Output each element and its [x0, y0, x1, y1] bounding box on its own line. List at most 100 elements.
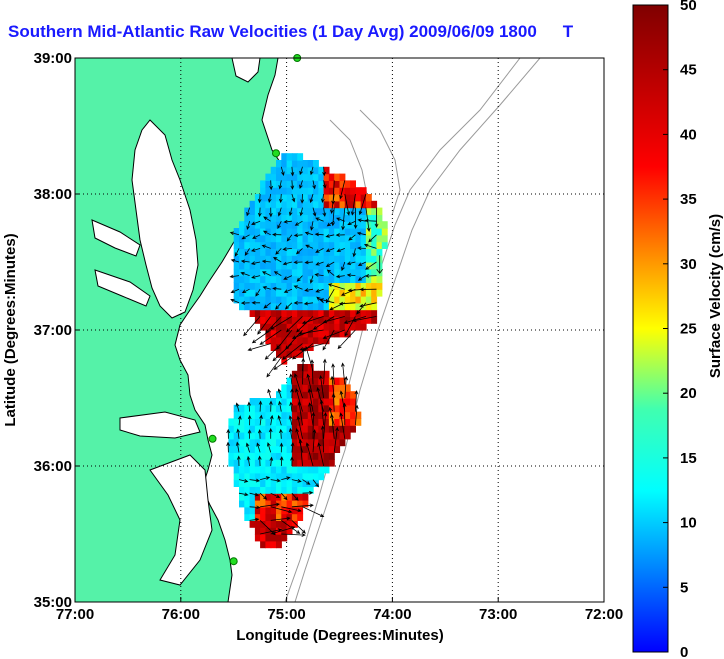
velocity-arrow [325, 261, 335, 267]
velocity-cell [313, 268, 319, 277]
velocity-cell [365, 200, 372, 209]
velocity-cell [350, 228, 356, 236]
velocity-cell [334, 248, 341, 256]
velocity-cell [265, 194, 272, 202]
velocity-cell [270, 214, 277, 222]
velocity-cell [313, 438, 319, 447]
velocity-arrow [279, 193, 283, 204]
velocity-cell [307, 207, 314, 215]
velocity-cell [371, 207, 378, 215]
velocity-arrow [286, 316, 303, 333]
velocity-arrow [295, 427, 303, 453]
velocity-cell [360, 214, 367, 222]
velocity-cell [323, 228, 330, 236]
velocity-cell [313, 452, 319, 460]
velocity-cell [281, 432, 288, 440]
velocity-cell [260, 425, 266, 433]
velocity-cell [323, 194, 330, 202]
velocity-cell [265, 438, 272, 447]
velocity-cell [318, 445, 325, 453]
velocity-cell [249, 268, 256, 277]
velocity-arrow [359, 302, 377, 308]
velocity-cell [334, 282, 341, 290]
velocity-arrow [257, 207, 262, 218]
velocity-cell [270, 404, 277, 413]
velocity-cell [276, 479, 282, 487]
velocity-cell [270, 452, 277, 460]
velocity-arrow [358, 193, 367, 216]
velocity-arrow [282, 247, 292, 251]
velocity-cell [254, 309, 261, 317]
velocity-cell [239, 296, 245, 304]
velocity-arrow [247, 429, 252, 439]
velocity-cell [318, 391, 325, 399]
velocity-arrow [268, 427, 273, 439]
velocity-cell [260, 194, 266, 202]
velocity-cell [286, 255, 293, 263]
velocity-cell [339, 248, 346, 256]
velocity-cell [350, 187, 356, 195]
velocity-arrow [303, 301, 314, 306]
velocity-cell [328, 296, 335, 304]
velocity-arrow [331, 363, 335, 385]
velocity-cell [291, 214, 298, 222]
velocity-cell [254, 296, 261, 304]
velocity-cell [276, 404, 282, 413]
velocity-cell [233, 268, 240, 277]
velocity-cell [244, 452, 251, 460]
velocity-cell [334, 275, 341, 283]
velocity-cell [328, 282, 335, 290]
velocity-arrow [267, 442, 272, 453]
velocity-cell [265, 425, 272, 433]
velocity-cell [281, 459, 288, 467]
velocity-cell [233, 228, 240, 236]
velocity-cell [270, 506, 277, 515]
velocity-arrow [263, 216, 271, 222]
velocity-cell [307, 282, 314, 290]
velocity-cell [339, 214, 346, 222]
velocity-cell [286, 248, 293, 256]
velocity-arrow [305, 244, 314, 249]
velocity-cell [265, 309, 272, 317]
velocity-arrow [363, 243, 377, 249]
velocity-arrow [304, 231, 314, 236]
velocity-cell [328, 309, 335, 317]
velocity-cell [270, 336, 277, 345]
velocity-cell [276, 411, 282, 419]
velocity-cell [244, 445, 251, 453]
velocity-arrow [338, 301, 356, 306]
velocity-cell [313, 336, 319, 345]
velocity-cell [281, 207, 288, 215]
velocity-arrow [335, 274, 345, 279]
velocity-arrow [339, 412, 346, 439]
velocity-arrow [257, 193, 262, 204]
velocity-cell [323, 370, 330, 379]
velocity-cell [313, 200, 319, 209]
velocity-arrow [230, 258, 240, 263]
velocity-arrow [337, 329, 356, 350]
x-tick-label: 76:00 [162, 606, 200, 623]
velocity-cell [302, 479, 309, 487]
velocity-cell [302, 228, 309, 236]
velocity-arrow [291, 503, 314, 508]
velocity-arrow [293, 233, 303, 238]
velocity-cell [350, 180, 356, 188]
velocity-cell [307, 296, 314, 304]
velocity-cell [270, 194, 277, 202]
velocity-arrow [357, 218, 366, 223]
velocity-arrow [247, 343, 271, 352]
velocity-arrow [244, 248, 250, 256]
velocity-cell [265, 493, 272, 501]
velocity-cell [260, 316, 266, 324]
velocity-cell [265, 262, 272, 270]
velocity-cell [344, 425, 351, 433]
velocity-cell [313, 398, 319, 406]
velocity-cell [360, 323, 367, 331]
velocity-cell [254, 445, 261, 453]
velocity-cell [276, 513, 282, 521]
velocity-cell [307, 187, 314, 195]
velocity-cell [334, 330, 341, 338]
velocity-cell [244, 241, 251, 249]
velocity-cell [286, 445, 293, 453]
velocity-cell [297, 479, 304, 487]
